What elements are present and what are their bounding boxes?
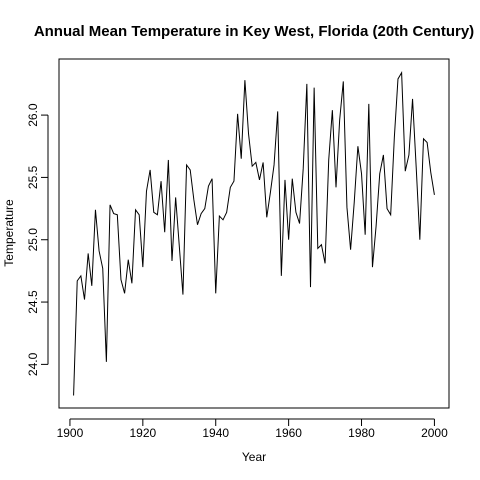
y-axis: 24.0 24.5 25.0 25.5 26.0 [26, 103, 49, 376]
y-tick-label: 25.5 [26, 165, 40, 189]
plot-frame [58, 58, 450, 409]
x-tick-label: 1960 [275, 426, 302, 440]
chart-title: Annual Mean Temperature in Key West, Flo… [34, 23, 474, 40]
y-tick-label: 24.0 [26, 352, 40, 376]
x-tick-label: 1980 [348, 426, 375, 440]
series-line [73, 70, 435, 396]
y-axis-label: Temperature [2, 199, 16, 267]
y-tick-label: 26.0 [26, 103, 40, 127]
x-tick-label: 1940 [202, 426, 229, 440]
x-axis: 1900 1920 1940 1960 1980 2000 [57, 418, 448, 440]
x-tick-label: 2000 [421, 426, 448, 440]
y-tick-label: 25.0 [26, 228, 40, 252]
x-axis-label: Year [242, 450, 266, 464]
x-tick-label: 1900 [57, 426, 84, 440]
y-tick-label: 24.5 [26, 290, 40, 314]
x-tick-label: 1920 [129, 426, 156, 440]
